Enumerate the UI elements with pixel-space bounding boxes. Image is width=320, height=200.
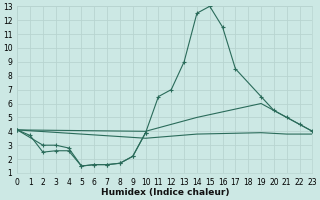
X-axis label: Humidex (Indice chaleur): Humidex (Indice chaleur) (100, 188, 229, 197)
